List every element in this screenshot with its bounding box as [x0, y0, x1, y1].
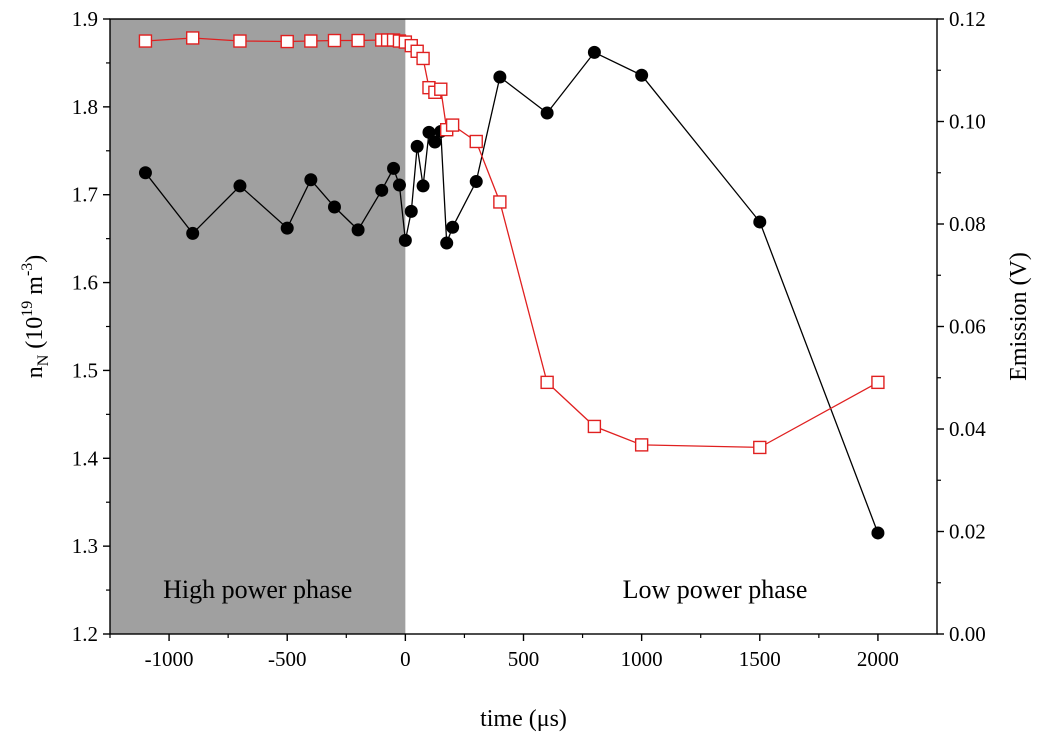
- y-axis-right-title: Emission (V): [1006, 252, 1032, 381]
- data-point: [416, 179, 430, 193]
- data-point: [493, 70, 507, 84]
- data-point: [753, 440, 767, 455]
- data-point: [469, 175, 483, 189]
- y-right-tick-label: 0.02: [949, 520, 986, 544]
- x-tick-label: -1000: [145, 647, 194, 671]
- data-point: [540, 106, 554, 120]
- data-point: [387, 161, 401, 175]
- data-point: [493, 195, 507, 209]
- y-right-tick-label: 0.04: [949, 417, 986, 441]
- x-tick-label: 500: [508, 647, 540, 671]
- data-point: [398, 233, 412, 247]
- y-left-title-sup2: -3: [19, 263, 36, 276]
- y-left-tick-label: 1.5: [72, 358, 98, 382]
- y-left-title-close: ): [22, 255, 48, 263]
- data-point: [233, 179, 247, 193]
- data-point: [753, 215, 767, 229]
- x-tick-label: 0: [400, 647, 411, 671]
- y-left-tick-label: 1.4: [72, 446, 99, 470]
- data-point: [280, 34, 294, 49]
- y-axis-left-title: nN (1019 m-3): [19, 255, 52, 379]
- y-left-tick-label: 1.8: [72, 95, 98, 119]
- data-point: [445, 118, 460, 132]
- data-point: [440, 236, 454, 250]
- data-point: [404, 204, 418, 218]
- data-point: [434, 82, 448, 96]
- y-right-tick-label: 0.12: [949, 7, 986, 31]
- x-axis-title: time (μs): [480, 706, 567, 732]
- data-point: [587, 419, 602, 434]
- data-point: [327, 200, 341, 214]
- data-point: [186, 226, 200, 240]
- data-point: [428, 135, 442, 149]
- low-power-phase-label: Low power phase: [623, 575, 808, 604]
- data-point: [469, 134, 483, 149]
- data-point: [138, 166, 152, 180]
- data-point: [392, 178, 406, 192]
- y-left-title-open: (10: [22, 317, 48, 355]
- data-point: [351, 223, 365, 237]
- y-left-tick-label: 1.9: [72, 7, 98, 31]
- data-point: [304, 173, 318, 187]
- data-point: [410, 139, 424, 153]
- data-point: [138, 34, 153, 48]
- y-right-tick-label: 0.08: [949, 212, 986, 236]
- high-power-phase-label: High power phase: [163, 575, 352, 604]
- y-left-title-n: n: [22, 366, 48, 378]
- y-left-tick-label: 1.2: [72, 622, 98, 646]
- data-point: [871, 375, 885, 390]
- data-point: [446, 220, 460, 234]
- data-point: [540, 375, 554, 390]
- x-tick-label: 2000: [857, 647, 899, 671]
- data-point: [304, 34, 318, 48]
- y-right-tick-label: 0.00: [949, 622, 986, 646]
- y-left-tick-label: 1.6: [72, 271, 98, 295]
- y-right-tick-label: 0.10: [949, 110, 986, 134]
- data-point: [351, 33, 365, 48]
- axis-ticks: -1000 -500 0 500 1000 1500 2000 1.2 1.3 1.4 1.5 1.6…: [72, 7, 987, 671]
- phase-region-0: [110, 19, 406, 634]
- y-left-title-sup1: 19: [19, 301, 36, 317]
- y-left-title-mid: m: [22, 276, 48, 301]
- data-point: [635, 68, 649, 82]
- data-point: [587, 45, 601, 59]
- x-tick-label: -500: [268, 647, 307, 671]
- y-left-tick-label: 1.7: [72, 183, 98, 207]
- y-left-tick-label: 1.3: [72, 534, 98, 558]
- data-point: [185, 31, 200, 45]
- data-series: [138, 31, 885, 540]
- data-point: [233, 34, 247, 48]
- y-left-title-sub: N: [35, 354, 52, 366]
- data-point: [416, 51, 430, 66]
- x-tick-label: 1000: [621, 647, 663, 671]
- data-point: [375, 183, 389, 197]
- data-point: [327, 33, 342, 48]
- y-right-tick-label: 0.06: [949, 315, 986, 339]
- data-point: [422, 125, 436, 139]
- phase-regions: [110, 19, 406, 634]
- data-point: [280, 221, 294, 235]
- data-point: [634, 438, 649, 452]
- data-point: [871, 526, 885, 540]
- x-tick-label: 1500: [739, 647, 781, 671]
